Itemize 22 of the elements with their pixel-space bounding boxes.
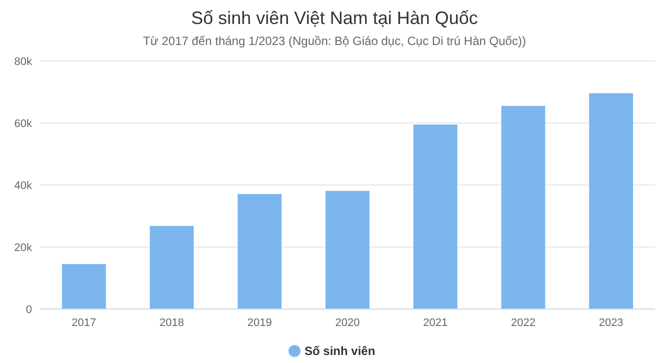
x-tick-label: 2023 <box>598 317 624 329</box>
bar <box>62 264 106 309</box>
x-tick-label: 2019 <box>247 317 272 329</box>
legend-label: Số sinh viên <box>304 344 376 358</box>
bar <box>150 226 194 309</box>
x-tick-label: 2022 <box>510 317 536 329</box>
chart-subtitle: Từ 2017 đến tháng 1/2023 (Nguồn: Bộ Giáo dục, Cục Di trú Hàn Quốc)) <box>143 34 526 48</box>
y-tick-label: 40k <box>14 180 32 192</box>
x-tick-label: 2021 <box>423 317 448 329</box>
y-tick-label: 60k <box>14 118 32 130</box>
x-tick-label: 2020 <box>335 317 360 329</box>
chart-title: Số sinh viên Việt Nam tại Hàn Quốc <box>191 8 478 28</box>
bar <box>326 190 370 309</box>
y-tick-label: 0 <box>26 304 32 316</box>
x-tick-label: 2017 <box>72 317 96 329</box>
x-tick-label: 2018 <box>160 317 184 329</box>
bar <box>501 106 546 309</box>
bar <box>413 124 458 309</box>
bar <box>589 93 634 309</box>
y-tick-label: 20k <box>14 242 32 254</box>
bar <box>238 194 282 309</box>
y-tick-label: 80k <box>14 56 32 68</box>
